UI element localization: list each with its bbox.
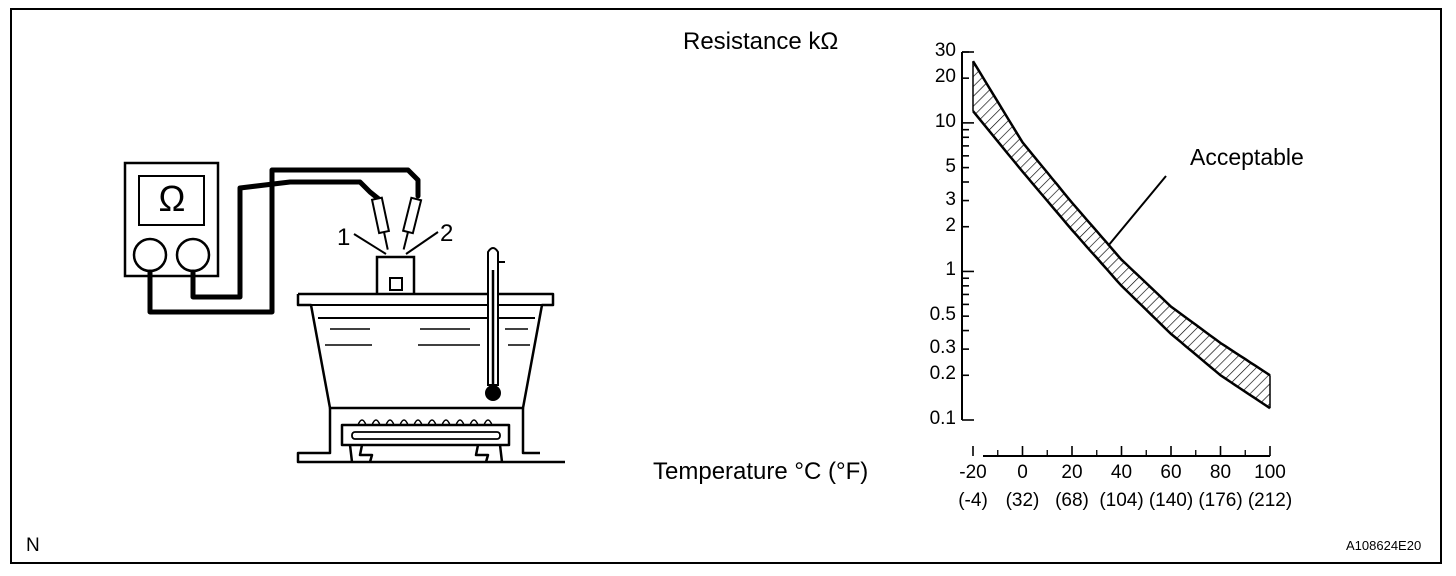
x-tick-label: -20 — [959, 462, 987, 483]
figure-code: A108624E20 — [1346, 538, 1422, 553]
x-tick-label: 60 — [1160, 462, 1182, 483]
figure-frame — [10, 8, 1442, 564]
ohmmeter-jack-right — [175, 237, 211, 273]
terminal-leaders — [353, 231, 439, 255]
probe-right — [401, 196, 423, 250]
water-pot — [296, 292, 555, 410]
burner-flames — [357, 419, 493, 426]
ohmmeter-display — [138, 175, 205, 226]
y-tick-label: 2 — [945, 214, 956, 236]
corner-label: N — [26, 535, 40, 556]
acceptable-leader — [1107, 175, 1167, 247]
x-tick-label: 100 — [1254, 462, 1286, 483]
water-lines — [325, 328, 530, 346]
x-tick-label-fahrenheit: (-4) — [958, 490, 988, 511]
x-axis-label: Temperature °C (°F) — [653, 458, 869, 485]
lead-wire-2 — [190, 179, 383, 300]
terminal-2-label: 2 — [440, 220, 454, 247]
acceptable-annotation: Acceptable — [1190, 144, 1304, 170]
x-tick-label: 0 — [1017, 462, 1028, 483]
lead-wire-1 — [147, 167, 421, 315]
y-tick-label: 30 — [934, 40, 956, 61]
y-axis-label: Resistance kΩ — [683, 28, 839, 55]
acceptable-band — [973, 61, 1270, 409]
y-tick-label: 0.2 — [929, 363, 956, 385]
y-tick-label: 10 — [934, 110, 956, 132]
y-tick-label: 0.1 — [929, 408, 956, 429]
probe-left — [370, 196, 391, 250]
ohmmeter-jack-left — [132, 237, 168, 273]
x-tick-label-fahrenheit: (212) — [1247, 490, 1293, 511]
y-tick-label: 0.5 — [929, 304, 956, 326]
y-tick-label: 5 — [945, 155, 956, 177]
burner-stand — [296, 408, 565, 464]
x-tick-label: 20 — [1061, 462, 1083, 483]
y-tick-label: 20 — [934, 66, 956, 88]
x-tick-label: 40 — [1110, 462, 1133, 483]
thermometer — [485, 247, 505, 401]
y-tick-label: 3 — [945, 188, 956, 210]
ohmmeter-body — [123, 161, 220, 278]
y-tick-label: 0.3 — [929, 337, 956, 359]
x-tick-label-fahrenheit: (176) — [1198, 490, 1243, 511]
x-tick-label-fahrenheit: (32) — [1005, 490, 1040, 511]
x-tick-label-fahrenheit: (140) — [1148, 490, 1194, 511]
test-leads — [147, 167, 421, 315]
y-tick-label: 1 — [945, 259, 956, 281]
upper-limit-line — [971, 60, 1271, 377]
terminal-1-label: 1 — [337, 224, 351, 251]
resistance-chart — [961, 51, 1271, 457]
ohm-symbol: Ω — [158, 178, 186, 219]
probes — [370, 196, 423, 250]
x-tick-label-fahrenheit: (68) — [1055, 490, 1089, 511]
lower-limit-line — [972, 110, 1271, 410]
x-tick-label-fahrenheit: (104) — [1099, 490, 1144, 511]
x-tick-label: 80 — [1209, 462, 1232, 483]
